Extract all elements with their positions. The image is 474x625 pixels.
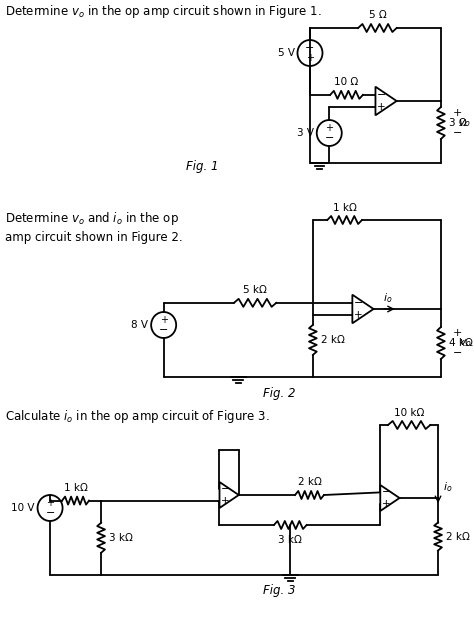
Text: 3 kΩ: 3 kΩ <box>109 532 133 542</box>
Text: 3 kΩ: 3 kΩ <box>278 535 302 545</box>
Text: 8 V: 8 V <box>131 320 148 330</box>
Text: +: + <box>325 123 333 133</box>
Text: 2 kΩ: 2 kΩ <box>446 531 470 541</box>
Text: −: − <box>220 484 230 494</box>
Text: Fig. 2: Fig. 2 <box>263 387 295 400</box>
Text: −: − <box>382 488 391 498</box>
Text: +: + <box>354 310 363 320</box>
Text: +: + <box>453 108 462 118</box>
Text: 10 kΩ: 10 kΩ <box>394 408 424 418</box>
Text: Fig. 1: Fig. 1 <box>186 160 219 173</box>
Text: 4 kΩ: 4 kΩ <box>448 338 473 348</box>
Text: $i_o$: $i_o$ <box>383 291 392 305</box>
Text: +: + <box>306 53 314 63</box>
Text: 5 V: 5 V <box>278 48 294 58</box>
Text: −: − <box>376 90 386 100</box>
Text: $v_o$: $v_o$ <box>459 337 472 349</box>
Text: −: − <box>305 43 315 53</box>
Text: −: − <box>453 348 462 358</box>
Text: 5 kΩ: 5 kΩ <box>243 285 267 295</box>
Text: 1 kΩ: 1 kΩ <box>64 482 88 492</box>
Text: +: + <box>221 496 229 506</box>
Text: 10 Ω: 10 Ω <box>335 77 359 87</box>
Text: +: + <box>46 498 54 508</box>
Text: 3 V: 3 V <box>297 128 314 138</box>
Text: $i_o$: $i_o$ <box>443 480 452 494</box>
Text: +: + <box>377 102 385 112</box>
Text: +: + <box>453 328 462 338</box>
Text: −: − <box>453 128 462 138</box>
Text: 10 V: 10 V <box>11 503 35 513</box>
Text: 1 kΩ: 1 kΩ <box>333 203 356 213</box>
Text: 2 kΩ: 2 kΩ <box>298 477 321 487</box>
Text: −: − <box>354 298 363 308</box>
Text: 5 Ω: 5 Ω <box>368 10 386 20</box>
Text: Fig. 3: Fig. 3 <box>263 584 295 597</box>
Text: 3 Ω: 3 Ω <box>448 118 466 128</box>
Text: −: − <box>325 133 334 143</box>
Text: Determine $v_o$ in the op amp circuit shown in Figure 1.: Determine $v_o$ in the op amp circuit sh… <box>5 3 321 20</box>
Text: −: − <box>46 508 55 518</box>
Text: +: + <box>160 315 168 325</box>
Text: $v_o$: $v_o$ <box>458 117 471 129</box>
Text: −: − <box>159 325 168 335</box>
Text: 2 kΩ: 2 kΩ <box>320 335 345 345</box>
Text: Calculate $i_o$ in the op amp circuit of Figure 3.: Calculate $i_o$ in the op amp circuit of… <box>5 408 269 425</box>
Text: +: + <box>382 499 391 509</box>
Text: Determine $v_o$ and $i_o$ in the op
amp circuit shown in Figure 2.: Determine $v_o$ and $i_o$ in the op amp … <box>5 210 182 244</box>
